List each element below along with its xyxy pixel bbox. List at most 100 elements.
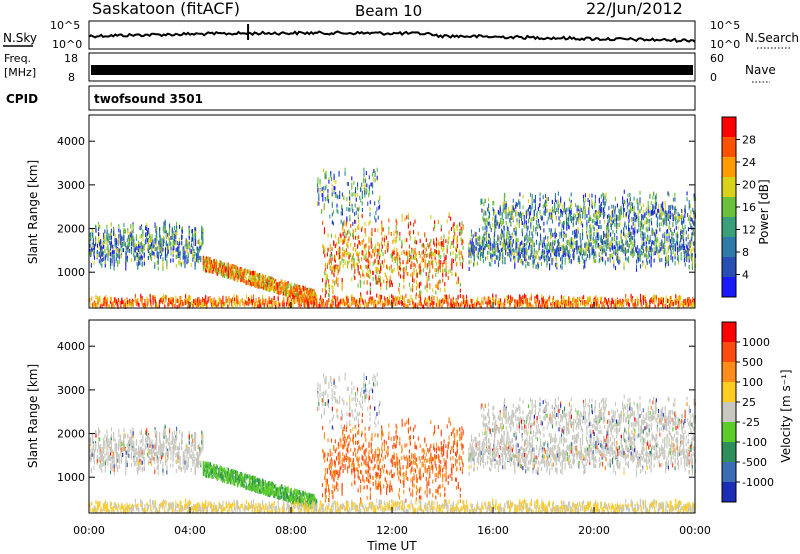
- power-cell: [575, 214, 577, 219]
- power-cell: [295, 293, 297, 298]
- power-cell: [568, 249, 571, 254]
- power-cell: [580, 239, 582, 244]
- power-cell: [378, 199, 380, 204]
- power-cell: [568, 197, 571, 202]
- power-cell: [169, 223, 171, 228]
- power-cell: [492, 250, 494, 255]
- power-cell: [552, 247, 554, 252]
- power-cell: [580, 214, 582, 219]
- power-cell: [100, 240, 102, 245]
- power-cell: [549, 245, 551, 250]
- power-cell: [522, 261, 524, 266]
- power-cell: [559, 246, 561, 251]
- power-cell: [292, 295, 294, 300]
- power-cell: [374, 246, 376, 251]
- power-cell: [259, 276, 261, 281]
- power-cell: [573, 216, 575, 221]
- power-cell: [625, 212, 627, 217]
- power-cell: [351, 185, 353, 190]
- power-cell: [295, 284, 297, 289]
- power-cell: [192, 252, 194, 257]
- freq-label: Freq.: [4, 52, 31, 65]
- power-cell: [614, 233, 616, 238]
- power-cell: [486, 207, 489, 212]
- power-cell: [530, 207, 532, 212]
- power-cell: [399, 265, 401, 270]
- power-cell: [119, 229, 121, 234]
- power-cell: [338, 237, 340, 242]
- power-cell: [521, 240, 523, 245]
- power-cell: [204, 259, 206, 264]
- power-cell: [415, 269, 417, 274]
- power-cell: [354, 268, 356, 273]
- power-cell: [385, 235, 387, 240]
- power-cell: [418, 270, 421, 275]
- power-cell: [426, 265, 428, 270]
- power-cell: [375, 280, 377, 285]
- power-cell: [443, 253, 445, 258]
- power-cell: [371, 232, 373, 237]
- power-cell: [183, 248, 185, 253]
- power-cell: [381, 244, 383, 249]
- power-cell: [535, 230, 537, 235]
- power-cell: [381, 231, 383, 236]
- power-cell: [326, 196, 328, 201]
- power-cell: [219, 260, 221, 265]
- power-cell: [506, 241, 508, 246]
- power-cell: [340, 234, 342, 239]
- power-cell: [331, 212, 333, 217]
- power-cell: [276, 282, 278, 287]
- power-cell: [150, 255, 152, 260]
- power-cell: [644, 253, 646, 258]
- power-cell: [372, 172, 374, 177]
- power-cell: [408, 244, 410, 249]
- power-cell: [133, 243, 135, 248]
- power-cell: [143, 261, 145, 266]
- power-cell: [516, 202, 519, 207]
- power-cell: [187, 241, 189, 246]
- power-cell: [558, 216, 560, 221]
- power-cell: [392, 252, 394, 257]
- power-cell: [297, 293, 300, 298]
- power-cell: [377, 267, 379, 272]
- power-cell: [496, 221, 498, 226]
- power-cell: [496, 254, 498, 259]
- power-cell: [208, 268, 210, 273]
- power-cell: [552, 257, 554, 262]
- power-cell: [437, 281, 439, 286]
- power-cell: [145, 240, 147, 245]
- power-cell: [140, 233, 143, 238]
- power-cell: [454, 246, 457, 251]
- power-cell: [142, 243, 144, 248]
- power-cell: [488, 244, 490, 249]
- power-cell: [227, 275, 229, 280]
- power-cell: [204, 263, 206, 268]
- power-cell: [426, 288, 428, 293]
- power-cell: [378, 251, 380, 256]
- power-cell: [505, 251, 507, 256]
- power-cell: [509, 218, 511, 223]
- power-cell: [90, 262, 92, 267]
- power-cell: [610, 242, 612, 247]
- power-cell: [127, 245, 130, 250]
- power-cell: [577, 226, 579, 231]
- power-cell: [276, 286, 278, 291]
- power-cell: [502, 248, 504, 253]
- power-cell: [245, 277, 247, 282]
- power-cell: [540, 254, 543, 259]
- power-cell: [357, 266, 359, 271]
- power-cell: [655, 213, 657, 218]
- power-cell: [167, 243, 169, 248]
- power-cell: [338, 256, 340, 261]
- power-cell: [595, 244, 597, 249]
- power-cell: [147, 248, 149, 253]
- power-cell: [365, 251, 368, 256]
- power-cell: [184, 250, 186, 255]
- power-cell: [468, 246, 470, 251]
- power-cell: [429, 260, 431, 265]
- power-cell: [528, 262, 530, 267]
- power-cell: [154, 262, 156, 267]
- power-cell: [535, 250, 537, 255]
- power-cell: [440, 224, 442, 229]
- power-cell: [369, 207, 371, 212]
